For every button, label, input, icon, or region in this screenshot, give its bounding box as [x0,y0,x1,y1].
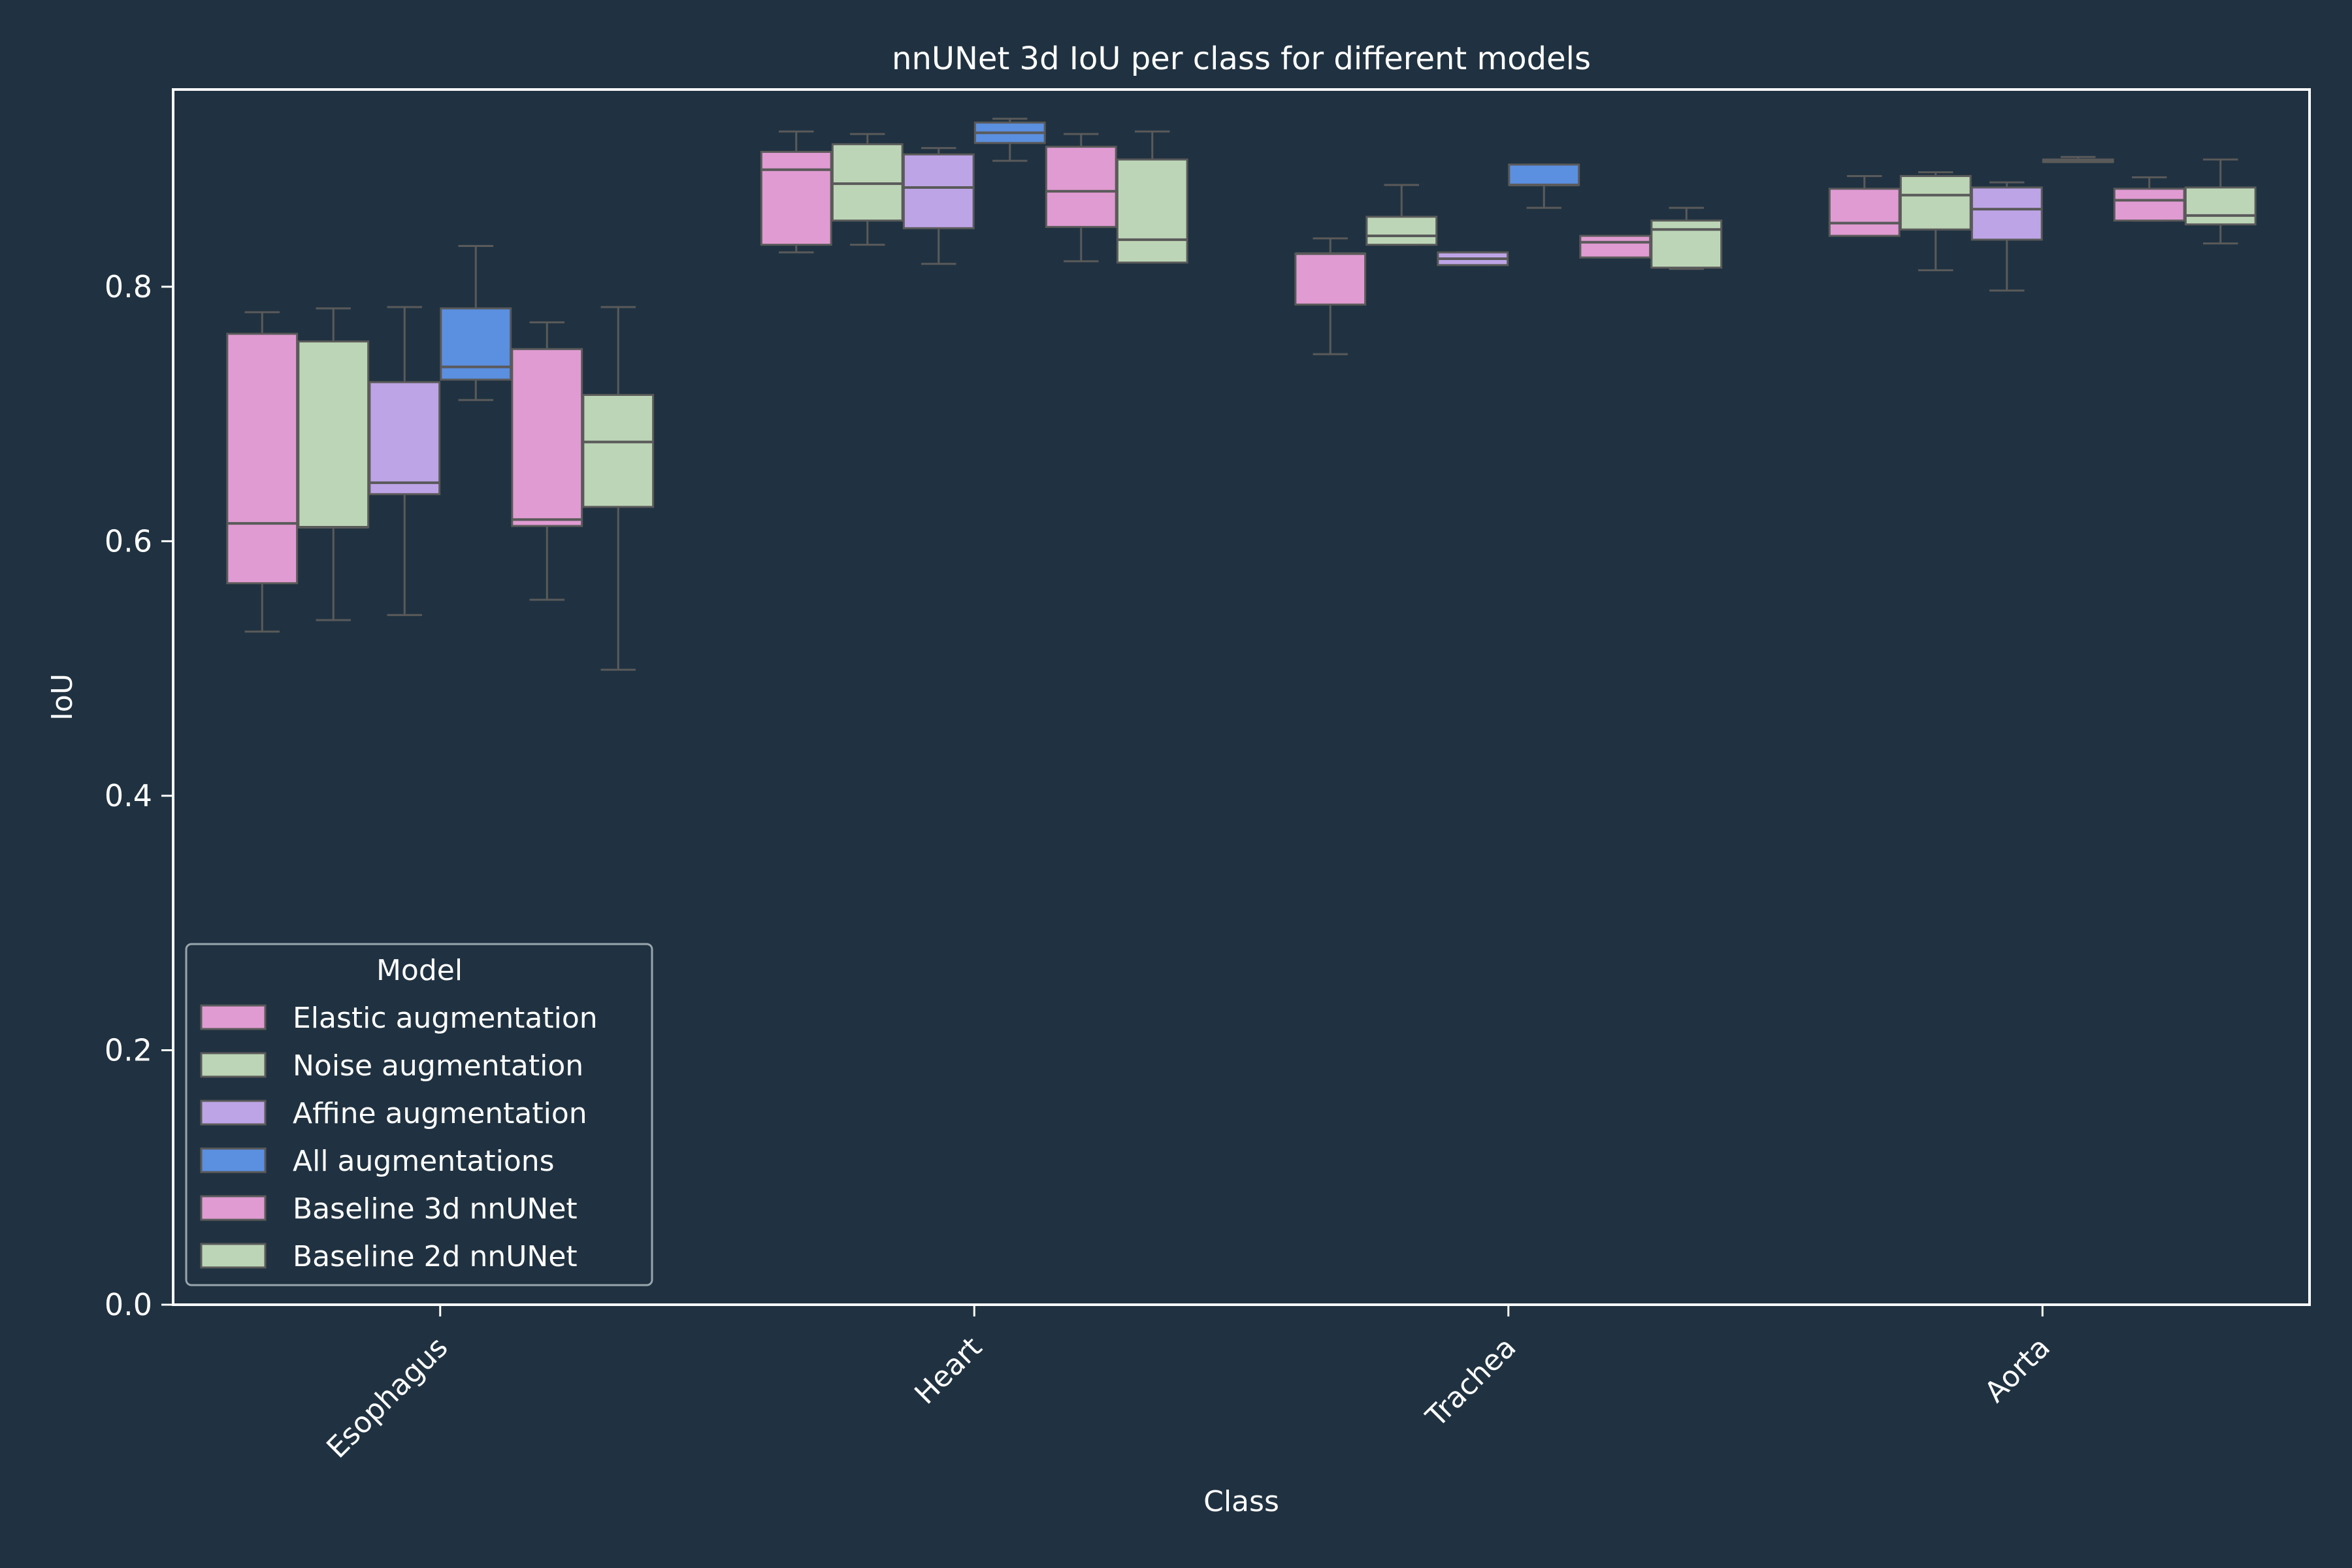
legend-swatch [200,1100,267,1126]
legend-swatch [200,1147,267,1173]
box [297,307,370,621]
box-body [1294,252,1367,306]
legend-entry-label: Affine augmentation [293,1097,587,1130]
box [1294,237,1367,355]
box [760,130,832,253]
plot-frame [172,88,2311,1306]
legend-entry-label: Elastic augmentation [293,1002,598,1035]
x-tick-label: Esophagus [320,1331,454,1465]
box [582,306,655,671]
y-axis: 0.0 0.2 0.4 0.6 0.8 [105,269,173,1322]
box [1828,174,1901,237]
box [1045,133,1117,263]
y-tick-label: 0.6 [105,523,152,559]
box-body [1116,158,1188,264]
box-body [1650,220,1723,269]
box [1437,251,1509,267]
box-body [297,340,370,529]
legend-entry-label: Baseline 3d nnUNet [293,1192,578,1226]
chart-title: nnUNet 3d IoU per class for different mo… [892,41,1591,77]
box [511,321,583,601]
box-body [368,381,441,495]
box-body [511,348,583,527]
legend-frame [185,943,653,1286]
y-tick-label: 0.0 [105,1287,152,1322]
box-body [1508,163,1580,186]
box [1365,184,1438,246]
legend-swatch [200,1243,267,1269]
box [902,147,975,265]
box-plot-area [226,118,2257,671]
box-body [1045,146,1117,228]
box [1508,163,1580,209]
box-body [582,393,655,508]
box-body [1828,188,1901,237]
box-body [226,333,299,585]
box-body [1579,235,1652,259]
legend-entry-label: Noise augmentation [293,1049,583,1083]
box [2113,176,2185,222]
box-body [2184,186,2257,225]
box-body [2113,188,2185,222]
y-axis-label: IoU [46,674,79,721]
x-tick-label: Aorta [1978,1331,2057,1409]
box-body [760,150,832,246]
legend-swatch [200,1052,267,1078]
box [831,133,904,246]
legend-entry-label: Baseline 2d nnUNet [293,1240,578,1273]
box [1116,130,1188,264]
box-body [1365,216,1438,246]
box-body [1899,174,1972,231]
box [1650,206,1723,270]
box [226,311,299,633]
y-tick-label: 0.4 [105,778,152,813]
legend-entry-label: All augmentations [293,1145,555,1178]
legend: Model Elastic augmentation Noise augmenta… [185,943,653,1286]
box [1970,181,2043,292]
box [973,118,1046,162]
x-axis-label: Class [1203,1485,1279,1518]
legend-swatch [200,1004,267,1030]
legend-title: Model [376,954,463,987]
box [368,306,441,616]
box [2184,158,2257,245]
box [1579,235,1652,259]
x-tick-label: Trachea [1419,1331,1522,1434]
y-tick-label: 0.2 [105,1032,152,1068]
box-body [440,307,512,381]
box [1899,171,1972,272]
x-axis: Esophagus Heart Trachea Aorta [320,1305,2057,1465]
box [2042,155,2114,163]
y-tick-label: 0.8 [105,269,152,304]
legend-swatch [200,1195,267,1221]
box [440,245,512,401]
box-body [1970,186,2043,241]
box-body [902,153,975,229]
x-tick-label: Heart [908,1331,988,1411]
